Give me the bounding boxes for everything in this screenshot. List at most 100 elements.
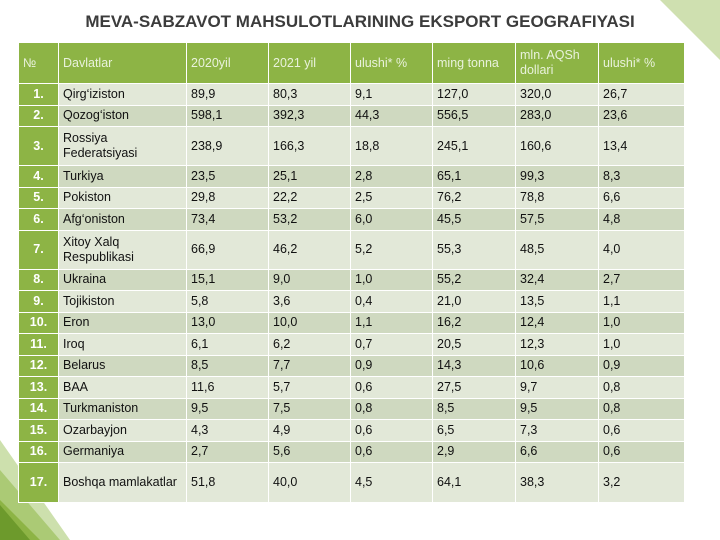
value-cell: 8,3 — [598, 165, 685, 188]
header-cell: mln. AQSh dollari — [515, 42, 599, 84]
value-cell: 48,5 — [515, 229, 599, 270]
value-cell: 9,0 — [268, 268, 351, 291]
value-cell: 23,6 — [598, 104, 685, 127]
table-row: 4. Turkiya 23,5 25,1 2,8 65,1 99,3 8,3 — [18, 165, 685, 188]
value-cell: 55,2 — [432, 268, 516, 291]
value-cell: 57,5 — [515, 208, 599, 231]
value-cell: 2,8 — [350, 165, 433, 188]
value-cell: 6,1 — [186, 333, 269, 356]
row-number: 17. — [18, 462, 59, 503]
value-cell: 13,4 — [598, 126, 685, 166]
value-cell: 76,2 — [432, 186, 516, 209]
corner-triangle — [0, 505, 30, 540]
value-cell: 2,7 — [598, 268, 685, 291]
table-row: 1. Qirg‘iziston 89,9 80,3 9,1 127,0 320,0 26,7 — [18, 83, 685, 106]
value-cell: 0,6 — [350, 376, 433, 399]
value-cell: 7,7 — [268, 354, 351, 377]
value-cell: 0,7 — [350, 333, 433, 356]
value-cell: 8,5 — [432, 397, 516, 420]
value-cell: 0,4 — [350, 290, 433, 313]
value-cell: 99,3 — [515, 165, 599, 188]
value-cell: 4,8 — [598, 208, 685, 231]
table-row: 6. Afg‘oniston 73,4 53,2 6,0 45,5 57,5 4,8 — [18, 208, 685, 231]
value-cell: 283,0 — [515, 104, 599, 127]
value-cell: 8,5 — [186, 354, 269, 377]
value-cell: 14,3 — [432, 354, 516, 377]
value-cell: 556,5 — [432, 104, 516, 127]
value-cell: 166,3 — [268, 126, 351, 166]
value-cell: 4,3 — [186, 419, 269, 442]
value-cell: 89,9 — [186, 83, 269, 106]
row-number: 13. — [18, 376, 59, 399]
value-cell: 2,5 — [350, 186, 433, 209]
value-cell: 1,1 — [350, 311, 433, 334]
value-cell: 238,9 — [186, 126, 269, 166]
value-cell: 1,1 — [598, 290, 685, 313]
header-cell: № — [18, 42, 59, 84]
value-cell: 13,0 — [186, 311, 269, 334]
row-number: 15. — [18, 419, 59, 442]
country-cell: Iroq — [58, 333, 187, 356]
value-cell: 0,9 — [598, 354, 685, 377]
row-number: 2. — [18, 104, 59, 127]
table-row: 15. Ozarbayjon 4,3 4,9 0,6 6,5 7,3 0,6 — [18, 419, 685, 442]
row-number: 10. — [18, 311, 59, 334]
row-number: 14. — [18, 397, 59, 420]
country-cell: Eron — [58, 311, 187, 334]
table-row: 16. Germaniya 2,7 5,6 0,6 2,9 6,6 0,6 — [18, 440, 685, 463]
country-cell: BAA — [58, 376, 187, 399]
country-cell: Rossiya Federatsiyasi — [58, 126, 187, 166]
value-cell: 10,6 — [515, 354, 599, 377]
value-cell: 0,6 — [598, 419, 685, 442]
table-row: 3. Rossiya Federatsiyasi 238,9 166,3 18,8 245… — [18, 126, 685, 166]
value-cell: 5,2 — [350, 229, 433, 270]
row-number: 6. — [18, 208, 59, 231]
table-row: 13. BAA 11,6 5,7 0,6 27,5 9,7 0,8 — [18, 376, 685, 399]
value-cell: 392,3 — [268, 104, 351, 127]
row-number: 4. — [18, 165, 59, 188]
table-row: 17. Boshqa mamlakatlar 51,8 40,0 4,5 64,1 38,3… — [18, 462, 685, 503]
country-cell: Ozarbayjon — [58, 419, 187, 442]
header-cell: Davlatlar — [58, 42, 187, 84]
value-cell: 1,0 — [350, 268, 433, 291]
value-cell: 6,5 — [432, 419, 516, 442]
value-cell: 15,1 — [186, 268, 269, 291]
row-number: 9. — [18, 290, 59, 313]
value-cell: 16,2 — [432, 311, 516, 334]
slide-title: MEVA-SABZAVOT MAHSULOTLARINING EKSPORT G… — [85, 12, 635, 31]
value-cell: 0,8 — [350, 397, 433, 420]
header-cell: ming tonna — [432, 42, 516, 84]
table-row: 11. Iroq 6,1 6,2 0,7 20,5 12,3 1,0 — [18, 333, 685, 356]
value-cell: 0,8 — [598, 376, 685, 399]
value-cell: 9,1 — [350, 83, 433, 106]
value-cell: 3,6 — [268, 290, 351, 313]
value-cell: 66,9 — [186, 229, 269, 270]
value-cell: 0,9 — [350, 354, 433, 377]
value-cell: 12,3 — [515, 333, 599, 356]
country-cell: Xitoy Xalq Respublikasi — [58, 229, 187, 270]
row-number: 1. — [18, 83, 59, 106]
value-cell: 4,5 — [350, 462, 433, 503]
value-cell: 0,8 — [598, 397, 685, 420]
value-cell: 21,0 — [432, 290, 516, 313]
value-cell: 245,1 — [432, 126, 516, 166]
country-cell: Belarus — [58, 354, 187, 377]
corner-triangle — [660, 0, 720, 60]
value-cell: 5,7 — [268, 376, 351, 399]
value-cell: 2,7 — [186, 440, 269, 463]
header-cell: 2021 yil — [268, 42, 351, 84]
table-row: 7. Xitoy Xalq Respublikasi 66,9 46,2 5,2 55,3… — [18, 229, 685, 270]
value-cell: 27,5 — [432, 376, 516, 399]
value-cell: 0,6 — [350, 440, 433, 463]
value-cell: 9,7 — [515, 376, 599, 399]
value-cell: 20,5 — [432, 333, 516, 356]
country-cell: Afg‘oniston — [58, 208, 187, 231]
table-row: 5. Pokiston 29,8 22,2 2,5 76,2 78,8 6,6 — [18, 186, 685, 209]
table-row: 2. Qozog‘iston 598,1 392,3 44,3 556,5 283,0 23,… — [18, 104, 685, 127]
value-cell: 6,2 — [268, 333, 351, 356]
value-cell: 44,3 — [350, 104, 433, 127]
value-cell: 6,6 — [598, 186, 685, 209]
value-cell: 5,6 — [268, 440, 351, 463]
